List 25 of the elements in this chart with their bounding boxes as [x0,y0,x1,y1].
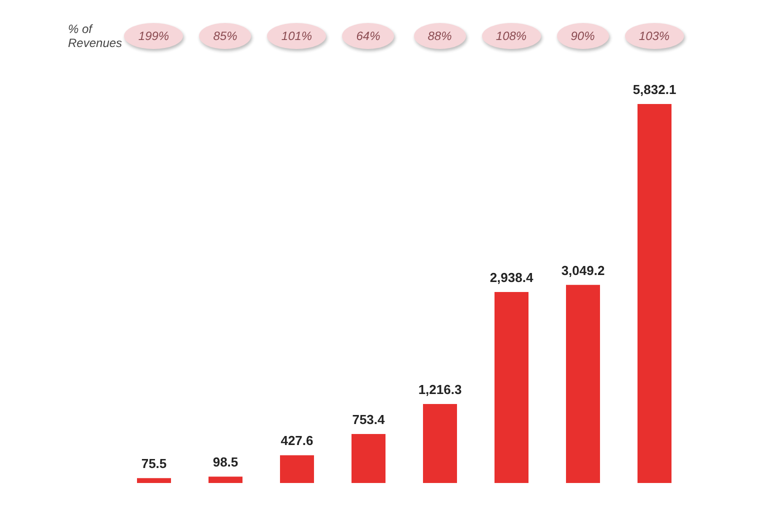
data-label: 75.5 [141,456,167,472]
text: 101% [267,23,326,49]
text: 103% [624,23,684,49]
bar [638,104,672,483]
data-label: 98.5 [212,454,238,470]
text: 90% [556,23,609,49]
bar [566,284,600,483]
text: 199% [124,23,184,49]
text: 64% [342,23,394,49]
data-label: 753.4 [352,412,386,428]
text: 88% [414,23,466,49]
bar [352,434,386,483]
text: 108% [482,23,541,49]
data-label: 2,938.4 [490,270,534,286]
bar [208,476,242,483]
bar [494,292,528,483]
bar [280,455,314,483]
text: % of Revenues [67,22,122,50]
data-label: 5,832.1 [632,82,676,97]
bar [137,478,171,483]
text: 85% [199,23,252,49]
bar [423,404,457,483]
data-label: 427.6 [280,433,314,448]
data-label: 3,049.2 [561,262,605,278]
data-label: 1,216.3 [418,382,462,397]
